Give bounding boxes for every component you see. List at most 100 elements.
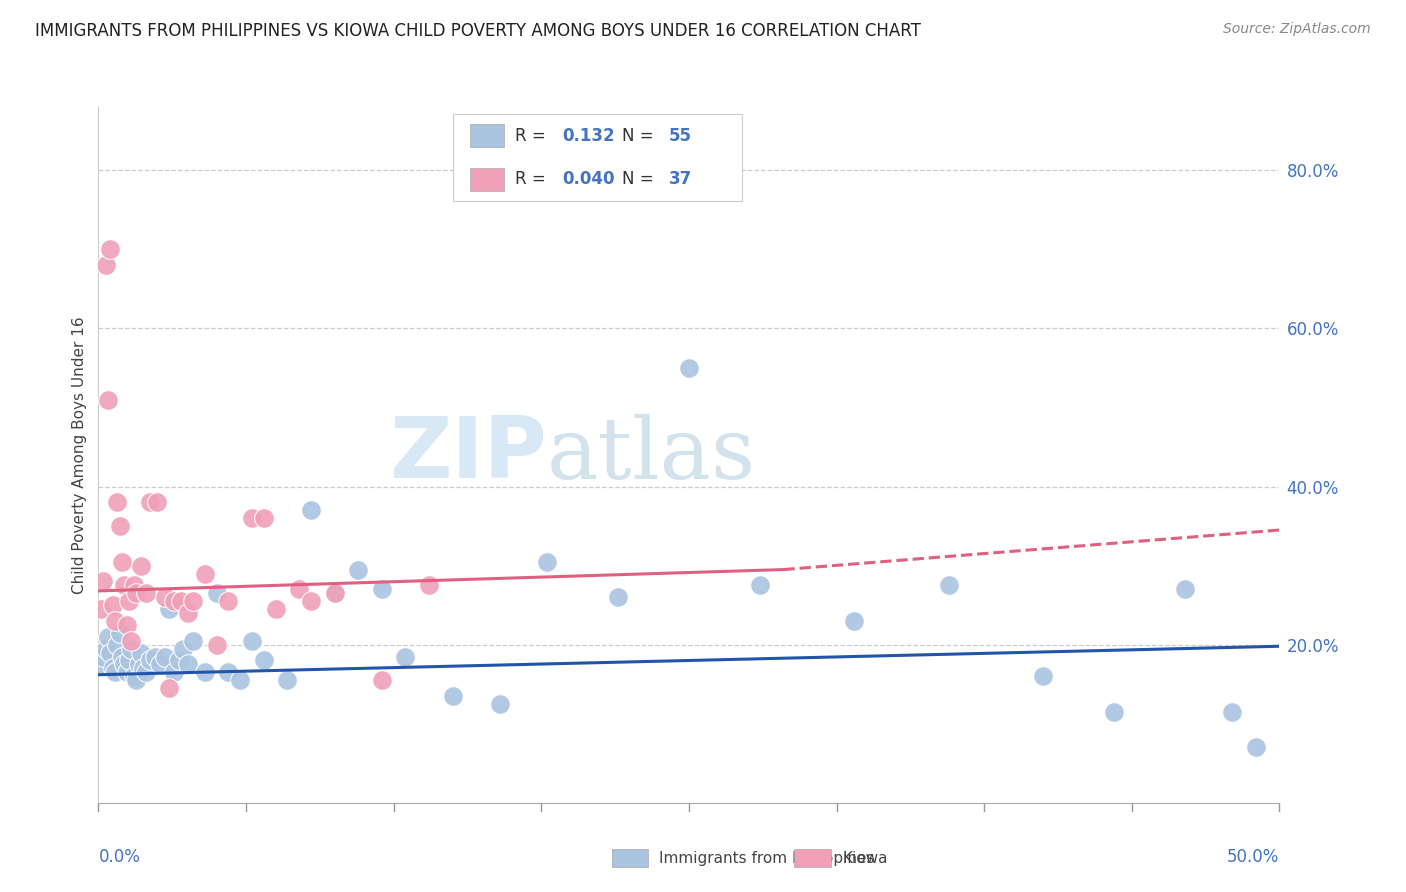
Point (229, 673, 252, 688)
Point (194, 665, 217, 680)
Point (94, 258, 117, 272)
Point (347, 563, 370, 577)
Text: IMMIGRANTS FROM PHILIPPINES VS KIOWA CHILD POVERTY AMONG BOYS UNDER 16 CORRELATI: IMMIGRANTS FROM PHILIPPINES VS KIOWA CHI… (35, 22, 921, 40)
Point (90, 657, 112, 672)
Point (105, 495, 128, 509)
Point (167, 653, 190, 667)
Point (91, 574, 114, 589)
Point (371, 582, 394, 597)
Point (105, 638, 128, 652)
Point (111, 555, 134, 569)
Point (135, 665, 157, 680)
Point (108, 519, 131, 533)
Point (122, 578, 145, 592)
Point (128, 657, 150, 672)
Point (129, 646, 152, 660)
Point (115, 618, 138, 632)
Point (121, 633, 143, 648)
Point (299, 594, 322, 608)
Text: N =: N = (621, 127, 658, 145)
Point (122, 669, 145, 683)
Text: atlas: atlas (547, 413, 756, 497)
Point (181, 633, 204, 648)
Point (163, 594, 186, 608)
Text: R =: R = (516, 127, 551, 145)
Point (91, 649, 114, 664)
Y-axis label: Child Poverty Among Boys Under 16: Child Poverty Among Boys Under 16 (72, 316, 87, 594)
Point (172, 641, 194, 656)
Point (938, 578, 960, 592)
Point (111, 649, 134, 664)
Point (217, 594, 239, 608)
Point (118, 594, 141, 608)
Text: Source: ZipAtlas.com: Source: ZipAtlas.com (1223, 22, 1371, 37)
Point (146, 495, 169, 509)
Point (323, 586, 346, 600)
Point (1174, 582, 1197, 597)
Point (678, 360, 700, 375)
Point (240, 511, 263, 525)
Point (104, 614, 127, 628)
Point (143, 649, 166, 664)
Text: 0.132: 0.132 (562, 127, 616, 145)
Point (163, 665, 186, 680)
Point (536, 555, 558, 569)
Point (104, 665, 127, 680)
Point (299, 503, 322, 517)
Point (90, 602, 112, 616)
Point (101, 661, 124, 675)
FancyBboxPatch shape (453, 114, 742, 201)
Point (1244, 740, 1267, 755)
Point (112, 657, 135, 672)
Point (125, 673, 148, 688)
Point (441, 689, 464, 703)
Point (371, 673, 394, 688)
Point (121, 641, 143, 656)
Text: 50.0%: 50.0% (1227, 848, 1279, 866)
Point (264, 602, 287, 616)
Point (157, 681, 180, 695)
Point (98, 243, 121, 257)
Point (118, 653, 141, 667)
Point (418, 578, 440, 592)
Point (1220, 705, 1243, 719)
Point (153, 591, 176, 605)
Text: N =: N = (621, 170, 658, 188)
Point (205, 586, 228, 600)
Text: Kiowa: Kiowa (842, 851, 887, 865)
Point (217, 665, 239, 680)
Point (240, 633, 263, 648)
Point (194, 566, 217, 581)
Point (253, 511, 276, 525)
Point (177, 657, 200, 672)
Point (489, 697, 512, 711)
Point (607, 591, 630, 605)
Text: 0.0%: 0.0% (98, 848, 141, 866)
Point (394, 649, 416, 664)
Point (97, 392, 120, 407)
Point (157, 602, 180, 616)
FancyBboxPatch shape (471, 169, 503, 191)
Text: 37: 37 (669, 170, 692, 188)
Point (139, 495, 162, 509)
Point (177, 606, 200, 620)
Point (170, 594, 193, 608)
Point (94, 641, 117, 656)
Text: Immigrants from Philippines: Immigrants from Philippines (659, 851, 875, 865)
Point (132, 661, 155, 675)
Point (253, 653, 276, 667)
Point (149, 657, 172, 672)
Point (181, 594, 204, 608)
Point (115, 665, 138, 680)
Point (98, 646, 121, 660)
Text: 55: 55 (669, 127, 692, 145)
Point (125, 586, 148, 600)
Point (153, 649, 176, 664)
Point (129, 558, 152, 573)
Point (288, 582, 311, 597)
Point (205, 638, 228, 652)
Point (323, 586, 346, 600)
Point (844, 614, 866, 628)
Point (1102, 705, 1125, 719)
Point (101, 598, 124, 612)
